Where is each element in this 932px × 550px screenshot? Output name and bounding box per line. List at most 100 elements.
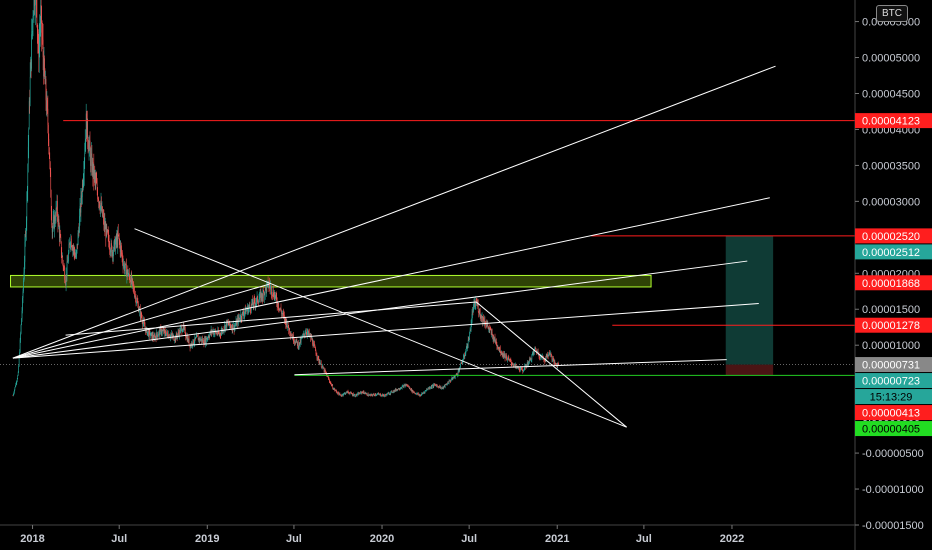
candle-body xyxy=(431,386,433,388)
candle-body xyxy=(100,205,101,211)
price-axis-tick-label: 0.00004500 xyxy=(862,88,920,100)
candle-body xyxy=(461,363,463,364)
time-axis-tick-label: Jul xyxy=(286,533,302,545)
price-label-box xyxy=(855,421,932,437)
candle-body xyxy=(102,215,104,217)
candle-body xyxy=(32,16,34,20)
candle-body xyxy=(409,387,411,389)
candle-body xyxy=(546,355,548,356)
candle-body xyxy=(552,359,553,361)
candle-body xyxy=(26,220,27,234)
price-labels: 0.00004123 0.00002520 0.00002512 0.00001868… xyxy=(855,113,932,437)
candle-body xyxy=(91,153,93,172)
candle-body xyxy=(551,354,552,356)
time-axis-tick-label: 2018 xyxy=(20,533,44,545)
candle-body xyxy=(29,101,30,103)
price-axis[interactable]: 0.000055000.000050000.000045000.00004000… xyxy=(855,17,924,532)
candle-body xyxy=(314,344,315,347)
candle-body xyxy=(442,386,444,389)
candle-body xyxy=(197,335,199,337)
candle-body xyxy=(334,388,335,391)
candle-body xyxy=(330,382,331,384)
candle-body xyxy=(107,230,109,234)
candle-body xyxy=(186,336,188,342)
candle-body xyxy=(532,353,533,356)
candle-body xyxy=(503,353,504,357)
candle-body xyxy=(438,386,439,388)
candle-body xyxy=(494,336,495,341)
candle-body xyxy=(243,313,245,317)
candle-body xyxy=(172,335,173,337)
candle-body xyxy=(286,326,288,328)
candle-body xyxy=(67,261,68,263)
candle-body xyxy=(148,330,150,337)
candle-body xyxy=(186,336,188,339)
candle-body xyxy=(419,394,421,397)
candle-body xyxy=(17,375,19,379)
candle-body xyxy=(37,32,39,44)
currency-badge[interactable]: BTC xyxy=(876,5,908,22)
candle-body xyxy=(83,173,85,180)
candle-body xyxy=(43,57,44,77)
price-label-value: 0.00001278 xyxy=(862,320,920,332)
candle-body xyxy=(298,346,300,348)
candle-body xyxy=(65,274,67,285)
candle-body xyxy=(103,216,105,226)
candle-body xyxy=(124,264,125,271)
candle-body xyxy=(518,367,520,369)
candle-body xyxy=(230,327,232,328)
candle-body xyxy=(31,34,32,69)
candle-body xyxy=(135,296,137,304)
candle-body xyxy=(217,334,218,335)
candle-body xyxy=(524,365,525,370)
candle-body xyxy=(258,299,260,303)
candle-body xyxy=(114,239,115,243)
candle-body xyxy=(259,297,260,300)
candle-body xyxy=(14,387,16,390)
candle-body xyxy=(25,233,27,235)
candle-body xyxy=(180,328,181,334)
candle-body xyxy=(333,388,334,390)
candle-body xyxy=(531,359,532,361)
candle-body xyxy=(477,304,479,312)
candle-body xyxy=(341,394,343,396)
candle-body xyxy=(280,308,282,312)
candle-body xyxy=(505,357,506,359)
candle-body xyxy=(331,385,333,386)
candle-body xyxy=(392,392,393,393)
candle-body xyxy=(535,348,536,349)
candle-body xyxy=(382,394,383,396)
candle-body xyxy=(217,330,219,335)
candle-body xyxy=(471,322,472,325)
candle-body xyxy=(432,385,434,387)
candle-body xyxy=(556,363,558,367)
candle-body xyxy=(105,227,106,230)
candle-body xyxy=(243,314,244,317)
candle-body xyxy=(282,313,283,315)
candle-body xyxy=(105,226,107,238)
candle-body xyxy=(373,393,375,395)
candle-body xyxy=(519,369,521,371)
candle-body xyxy=(414,392,415,394)
candle-body xyxy=(320,362,322,368)
candle-body xyxy=(110,243,112,253)
candle-body xyxy=(141,316,143,319)
candle-body xyxy=(118,234,120,237)
candle-body xyxy=(149,330,150,332)
candle-body xyxy=(88,144,90,152)
candle-body xyxy=(235,324,236,326)
candle-body xyxy=(263,291,265,298)
candle-body xyxy=(296,341,298,346)
candle-body xyxy=(282,312,284,315)
candle-body xyxy=(429,387,430,389)
candle-body xyxy=(134,292,135,298)
candle-body xyxy=(439,385,440,388)
candle-body xyxy=(32,19,33,33)
candle-body xyxy=(124,268,126,271)
candle-body xyxy=(424,390,426,393)
time-axis[interactable]: 2018 Jul 2019 Jul 2020 Jul 2021 Jul 2022 xyxy=(20,525,744,545)
candle-body xyxy=(420,395,421,397)
candle-body xyxy=(552,358,554,360)
candle-body xyxy=(366,394,368,396)
